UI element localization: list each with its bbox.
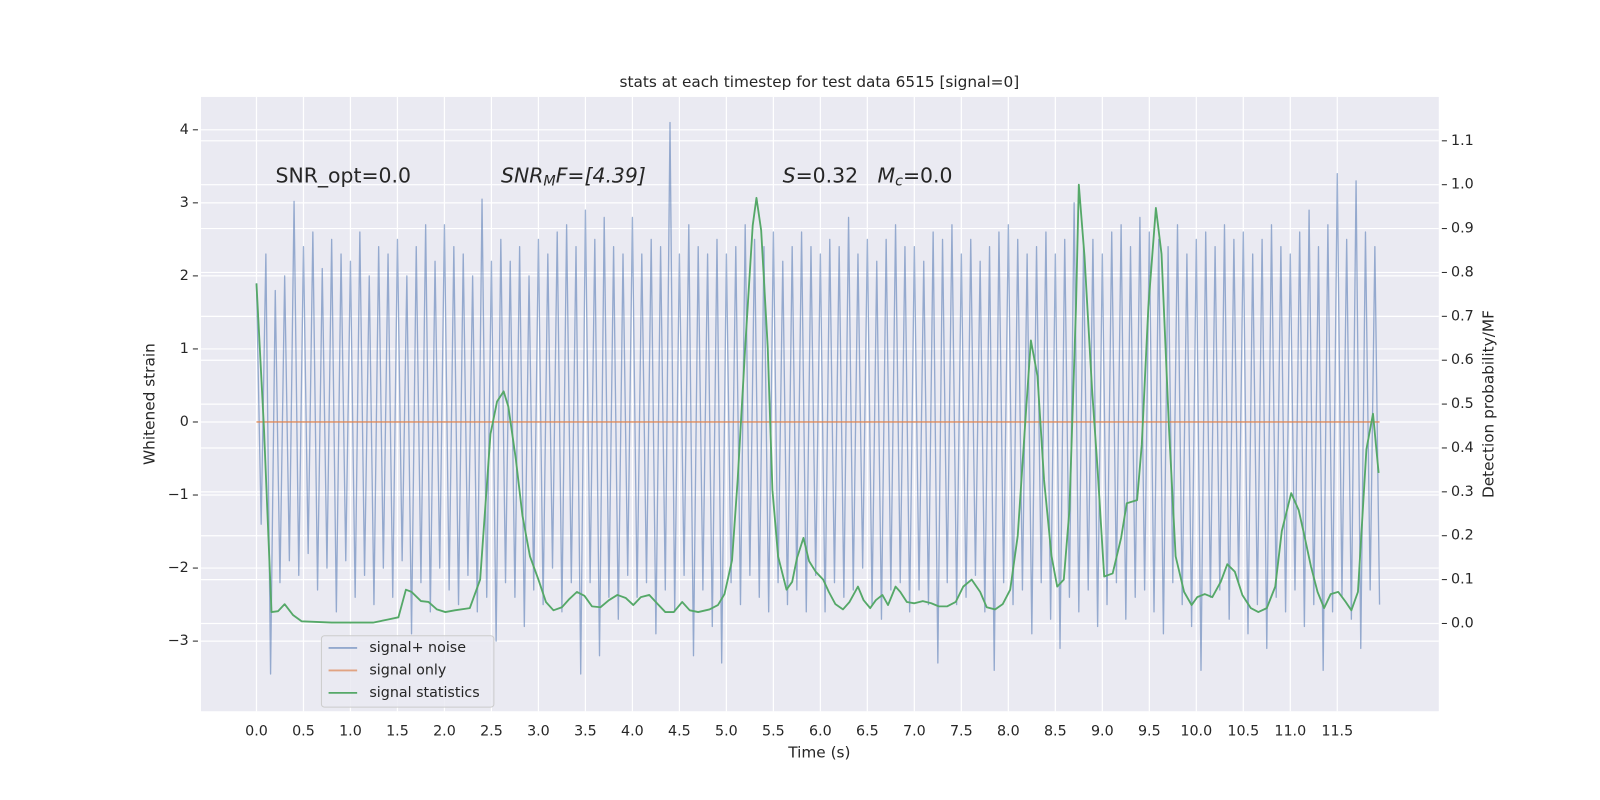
x-tick-label: 10.5 [1227,724,1259,740]
annotation-text: SNR [501,164,543,188]
grid [201,96,1439,712]
y-tick-label: 2 [180,268,189,284]
legend-box [320,635,495,708]
x-tick-label: 9.0 [1091,724,1114,740]
x-tick-label: 7.0 [903,724,926,740]
y2-tick-label: 0.5 [1451,396,1474,412]
x-tick-label: 6.0 [809,724,832,740]
annotation-text: =0.32 [796,164,878,188]
y2-tick-label: 0.2 [1451,528,1474,544]
series-line [255,183,1380,624]
y2-tick-label: 0.7 [1451,308,1474,324]
legend: signal+ noise signal only signal statistic… [320,635,495,708]
y-tick-label: −2 [168,560,189,576]
x-tick-label: 9.5 [1138,724,1161,740]
legend-label: signal only [369,662,446,678]
y2-tick-label: 0.0 [1451,615,1474,631]
y2-tick-label: 1.1 [1451,133,1474,149]
x-tick-label: 5.0 [715,724,738,740]
x-tick-label: 7.5 [950,724,973,740]
y2-tick-label: 0.6 [1451,352,1474,368]
x-axis-label: Time (s) [787,744,850,762]
annotation: SNRMF=[4.39] [501,164,646,190]
y-tick-label: −1 [168,487,189,503]
x-tick-label: 8.5 [1044,724,1067,740]
y-axis-label: Whitened strain [141,343,159,465]
annotation: S=0.32 Mc=0.0 [783,164,953,190]
annotation-text: S [783,164,796,188]
y-tick-label: 1 [180,341,189,357]
y2-tick-label: 0.1 [1451,572,1474,588]
series-line [255,121,1381,675]
x-tick-label: 4.0 [621,724,644,740]
y-tick-label: 4 [180,122,189,138]
y-tick-label: −3 [168,633,189,649]
y2-tick-label: 0.9 [1451,221,1474,237]
annotation-subscript: M [543,174,555,190]
x-tick-label: 6.5 [856,724,879,740]
x-tick-label: 3.5 [574,724,597,740]
x-tick-label: 8.0 [997,724,1020,740]
x-tick-label: 1.5 [386,724,409,740]
chart-title: stats at each timestep for test data 651… [620,73,1020,91]
legend-label: signal statistics [369,685,479,701]
x-tick-label: 11.0 [1274,724,1306,740]
x-tick-label: 2.5 [480,724,503,740]
x-tick-label: 4.5 [668,724,691,740]
y2-tick-label: 0.8 [1451,264,1474,280]
x-tick-label: 0.0 [245,724,268,740]
x-tick-label: 3.0 [527,724,550,740]
y2-tick-label: 1.0 [1451,177,1474,193]
annotation-text: SNR_opt=0.0 [276,164,412,189]
y2-axis-label: Detection probability/MF [1479,310,1497,498]
y-tick-label: 3 [180,195,189,211]
annotation-subscript: c [895,174,903,190]
y2-tick-label: 0.4 [1451,440,1474,456]
legend-label: signal+ noise [369,640,466,656]
y-tick-label: 0 [180,414,189,430]
marks [255,121,1381,675]
annotation-text: =0.0 [903,164,953,188]
annotation: SNR_opt=0.0 [276,164,412,189]
x-tick-label: 0.5 [292,724,315,740]
x-tick-label: 5.5 [762,724,785,740]
annotation-text: M [878,164,896,188]
x-tick-label: 11.5 [1321,724,1353,740]
annotation-text: F=[4.39] [556,164,646,188]
y2-tick-label: 0.3 [1451,484,1474,500]
x-tick-label: 1.0 [339,724,362,740]
x-tick-label: 2.0 [433,724,456,740]
x-tick-label: 10.0 [1180,724,1212,740]
